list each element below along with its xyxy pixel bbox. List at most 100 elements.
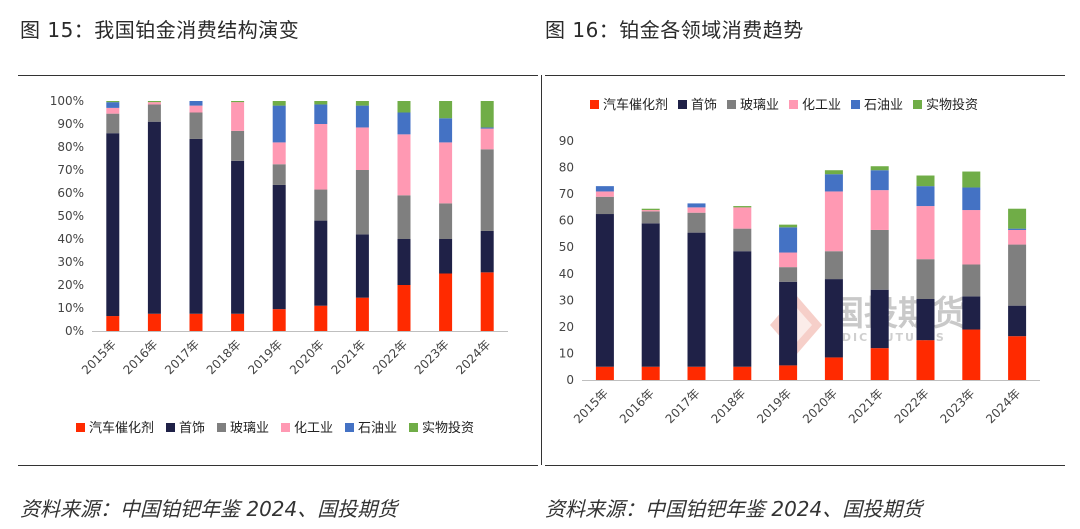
x-tick-label: 2020年 (287, 337, 327, 377)
y-tick-label: 100% (50, 94, 84, 108)
legend-swatch-glass (217, 423, 226, 432)
bar-segment-investment (147, 101, 161, 103)
bottom-rule-right (545, 465, 1065, 466)
bar-segment-chemical (916, 206, 935, 260)
bar-segment-investment (824, 170, 843, 175)
x-tick-label: 2017年 (663, 386, 703, 426)
legend-label-petroleum: 石油业 (358, 421, 397, 436)
bar-segment-investment (397, 101, 411, 113)
bar-segment-investment (355, 101, 369, 106)
bar-segment-investment (779, 224, 798, 228)
bar-segment-chemical (272, 142, 286, 165)
legend-swatch-chemical (789, 100, 798, 109)
bar-segment-auto (641, 366, 660, 380)
bar-segment-auto (595, 366, 614, 380)
bar-segment-glass (189, 112, 203, 139)
x-tick-label: 2024年 (453, 337, 493, 377)
bar-segment-jewelry (147, 121, 161, 314)
bar-segment-glass (397, 195, 411, 239)
bar-segment-investment (916, 175, 935, 187)
bar-segment-jewelry (870, 289, 889, 349)
bar-segment-auto (439, 273, 453, 331)
y-tick-label: 60 (559, 214, 574, 228)
watermark-logo: 国投期货 SDIC FUTURES (770, 294, 966, 355)
x-tick-label: 2017年 (162, 337, 202, 377)
legend-swatch-jewelry (166, 423, 175, 432)
bar-segment-jewelry (231, 160, 245, 314)
x-tick-label: 2015年 (571, 386, 611, 426)
y-tick-label: 70% (57, 163, 84, 177)
bar-segment-glass (916, 259, 935, 300)
y-tick-label: 90 (559, 134, 574, 148)
bar-segment-glass (1008, 244, 1027, 306)
x-tick-label: 2015年 (79, 337, 119, 377)
bar-segment-glass (480, 149, 494, 231)
bar-segment-glass (272, 164, 286, 185)
bar-segment-chemical (870, 190, 889, 230)
legend-label-auto: 汽车催化剂 (89, 420, 154, 436)
bar-segment-petroleum (595, 186, 614, 192)
bar-segment-jewelry (439, 239, 453, 274)
bar-segment-chemical (189, 105, 203, 113)
bar-segment-investment (272, 101, 286, 106)
bar-segment-chemical (733, 207, 752, 229)
top-rule-right (545, 75, 1065, 76)
x-tick-label: 2024年 (983, 386, 1023, 426)
y-tick-label: 50 (559, 240, 574, 254)
bar-segment-auto (272, 309, 286, 331)
bar-segment-petroleum (480, 127, 494, 129)
x-tick-label: 2023年 (412, 337, 452, 377)
y-tick-label: 0% (65, 324, 84, 338)
bar-segment-petroleum (916, 186, 935, 207)
legend-label-investment: 实物投资 (926, 97, 978, 113)
y-tick-label: 10 (559, 346, 574, 360)
bar-segment-petroleum (106, 102, 120, 108)
bar-segment-glass (687, 212, 706, 233)
bar-segment-glass (314, 189, 328, 221)
bar-segment-investment (314, 101, 328, 105)
source-note-right: 资料来源：中国铂钯年鉴 2024、国投期货 (545, 497, 923, 521)
bar-segment-jewelry (106, 133, 120, 317)
bar-segment-glass (824, 251, 843, 280)
bar-segment-auto (480, 272, 494, 331)
bar-segment-glass (641, 211, 660, 224)
chart-left-title: 图 15：我国铂金消费结构演变 (20, 18, 300, 42)
bar-segment-chemical (1008, 229, 1027, 245)
legend-swatch-chemical (281, 423, 290, 432)
x-tick-label: 2020年 (800, 386, 840, 426)
x-tick-label: 2018年 (708, 386, 748, 426)
bar-segment-auto (231, 313, 245, 331)
bar-segment-glass (439, 203, 453, 239)
bar-segment-auto (355, 297, 369, 331)
bar-segment-chemical (962, 210, 981, 265)
bar-segment-auto (824, 357, 843, 380)
bar-segment-petroleum (962, 187, 981, 211)
y-tick-label: 90% (57, 117, 84, 131)
legend-label-jewelry: 首饰 (691, 98, 717, 113)
legend-swatch-auto (76, 423, 85, 432)
bar-segment-jewelry (779, 281, 798, 366)
bar-segment-auto (106, 316, 120, 331)
bar-segment-chemical (147, 102, 161, 105)
bar-segment-jewelry (272, 184, 286, 310)
bar-segment-auto (687, 366, 706, 380)
legend-label-investment: 实物投资 (422, 420, 474, 436)
x-tick-label: 2021年 (329, 337, 369, 377)
bar-segment-investment (962, 171, 981, 188)
bar-segment-chemical (595, 191, 614, 197)
x-tick-label: 2022年 (892, 386, 932, 426)
source-note-left: 资料来源：中国铂钯年鉴 2024、国投期货 (20, 497, 398, 521)
bar-segment-investment (733, 206, 752, 208)
y-tick-label: 30% (57, 255, 84, 269)
bar-segment-auto (147, 313, 161, 331)
legend-label-chemical: 化工业 (294, 421, 333, 436)
bar-segment-chemical (106, 107, 120, 114)
bar-segment-chemical (314, 124, 328, 190)
bar-segment-jewelry (595, 214, 614, 367)
bar-segment-petroleum (824, 174, 843, 192)
bar-segment-jewelry (1008, 305, 1027, 337)
bar-segment-chemical (641, 210, 660, 212)
bar-segment-glass (733, 228, 752, 252)
